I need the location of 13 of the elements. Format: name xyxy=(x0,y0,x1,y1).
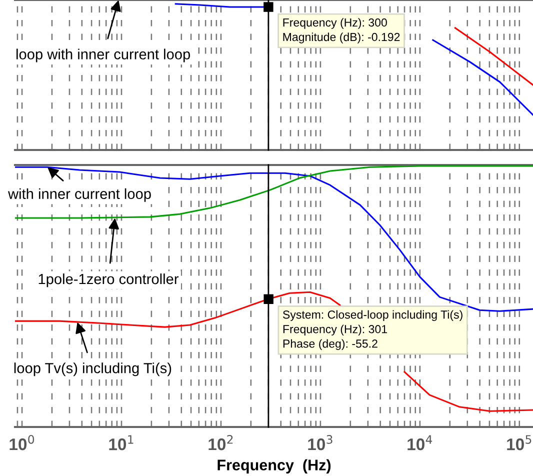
annotation: Frequency (Hz): 300 Magnitude (dB): -0.192 xyxy=(283,18,400,44)
x-tick-label: 10$^{2}$ xyxy=(208,435,233,450)
annotation: with inner current loop xyxy=(8,188,151,202)
x-tick-label: 10$^{5}$ xyxy=(507,435,532,450)
x-axis-title: Frequency (Hz) xyxy=(218,459,331,474)
x-tick-label: 10$^{1}$ xyxy=(109,435,134,450)
annotation: 1pole-1zero controller xyxy=(38,273,179,288)
annotation: loop with inner current loop xyxy=(16,48,190,62)
annotation: System: Closed-loop including Ti(s) Frequency (Hz): 301 Phase (deg): -55.2 xyxy=(282,310,462,350)
x-tick-label: 10$^{0}$ xyxy=(10,435,34,450)
x-tick-label: 10$^{3}$ xyxy=(308,435,332,450)
x-tick-label: 10$^{4}$ xyxy=(408,435,432,450)
annotation: loop Tv(s) including Ti(s) xyxy=(14,362,172,376)
